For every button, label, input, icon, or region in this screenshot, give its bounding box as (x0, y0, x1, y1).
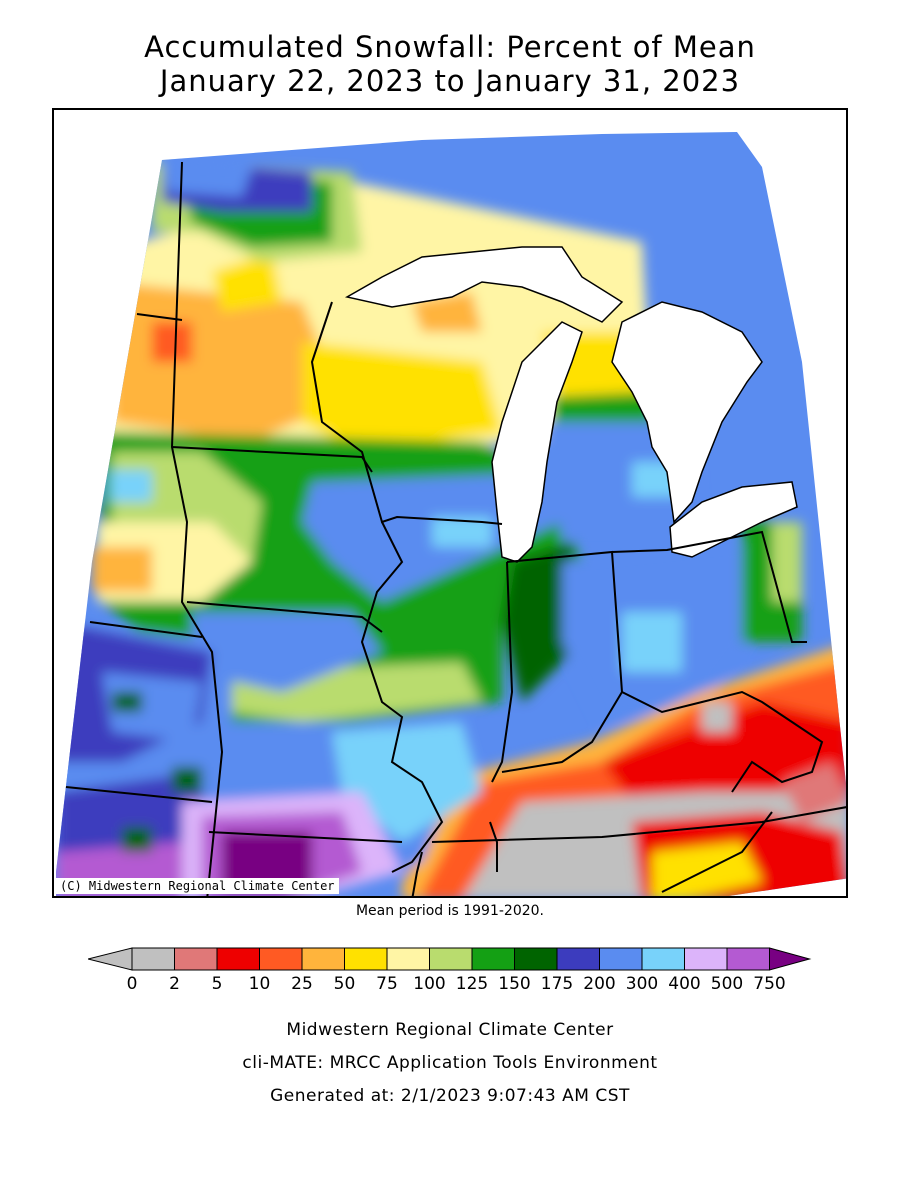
legend-label: 50 (334, 974, 356, 994)
legend-label: 2 (169, 974, 180, 994)
legend-swatch (131, 947, 175, 971)
legend-swatch (471, 947, 515, 971)
legend-label: 10 (249, 974, 271, 994)
legend-label: 125 (456, 974, 488, 994)
legend-label: 25 (291, 974, 313, 994)
footer-org: Midwestern Regional Climate Center (286, 1020, 614, 1040)
legend-swatch (599, 947, 643, 971)
great-lakes (344, 246, 798, 563)
map-canvas (56, 132, 846, 896)
legend-swatch (259, 947, 303, 971)
color-legend: 0 2 5 10 25 50 75 100 125 150 175 200 300 400 500 750 (88, 947, 812, 994)
legend-label: 100 (413, 974, 445, 994)
legend-swatch (684, 947, 728, 971)
legend-label: 75 (376, 974, 398, 994)
legend-label: 175 (541, 974, 573, 994)
footer-generated: Generated at: 2/1/2023 9:07:43 AM CST (270, 1086, 630, 1106)
copyright-notice: (C) Midwestern Regional Climate Center (56, 878, 339, 894)
legend-swatch (386, 947, 430, 971)
legend-label: 200 (583, 974, 615, 994)
mean-period-note: Mean period is 1991-2020. (355, 903, 545, 919)
legend-label: 500 (711, 974, 743, 994)
legend-arrow-low (88, 947, 133, 971)
legend-swatch (216, 947, 260, 971)
legend-label: 750 (753, 974, 785, 994)
legend-swatch (429, 947, 473, 971)
map-title-line2: January 22, 2023 to January 31, 2023 (159, 64, 741, 98)
legend-label: 5 (212, 974, 223, 994)
legend-arrow-high (769, 947, 812, 971)
legend-label: 0 (127, 974, 138, 994)
legend-label: 300 (626, 974, 658, 994)
footer-tool: cli-MATE: MRCC Application Tools Environ… (242, 1053, 658, 1073)
legend-swatch (556, 947, 600, 971)
state-borders (65, 161, 846, 896)
legend-swatch (344, 947, 388, 971)
legend-swatch (174, 947, 218, 971)
legend-swatch (726, 947, 770, 971)
map-title-line1: Accumulated Snowfall: Percent of Mean (144, 30, 756, 64)
legend-swatch (514, 947, 558, 971)
legend-swatch (641, 947, 685, 971)
legend-swatch (301, 947, 345, 971)
legend-label: 400 (668, 974, 700, 994)
legend-label: 150 (498, 974, 530, 994)
snowfall-map: (C) Midwestern Regional Climate Center (52, 108, 848, 898)
